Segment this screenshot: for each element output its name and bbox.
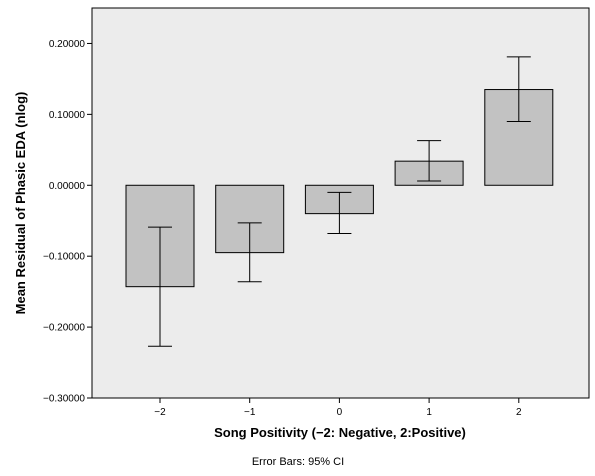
y-tick-label: −0.30000 [43, 394, 85, 405]
x-tick-label: 2 [516, 407, 522, 418]
y-tick-label: −0.20000 [43, 323, 85, 334]
y-axis-title: Mean Residual of Phasic EDA (nlog) [13, 92, 28, 315]
y-tick-label: 0.20000 [49, 39, 86, 50]
x-tick-label: 1 [426, 407, 432, 418]
x-tick-label: −2 [154, 407, 166, 418]
y-tick-label: 0.00000 [49, 181, 86, 192]
error-bar-4 [506, 56, 531, 122]
y-tick-label: −0.10000 [43, 252, 85, 263]
y-tick-label: 0.10000 [49, 110, 86, 121]
error-bar-3 [417, 140, 442, 182]
x-axis-title: Song Positivity (−2: Negative, 2:Positiv… [214, 425, 466, 440]
x-tick-label: 0 [337, 407, 343, 418]
error-bars-footnote: Error Bars: 95% CI [252, 456, 344, 468]
error-bar-2 [327, 191, 352, 234]
error-bar-1 [237, 222, 262, 283]
bar-1 [215, 184, 285, 254]
error-bar-0 [148, 226, 172, 347]
x-tick-label: −1 [244, 407, 256, 418]
